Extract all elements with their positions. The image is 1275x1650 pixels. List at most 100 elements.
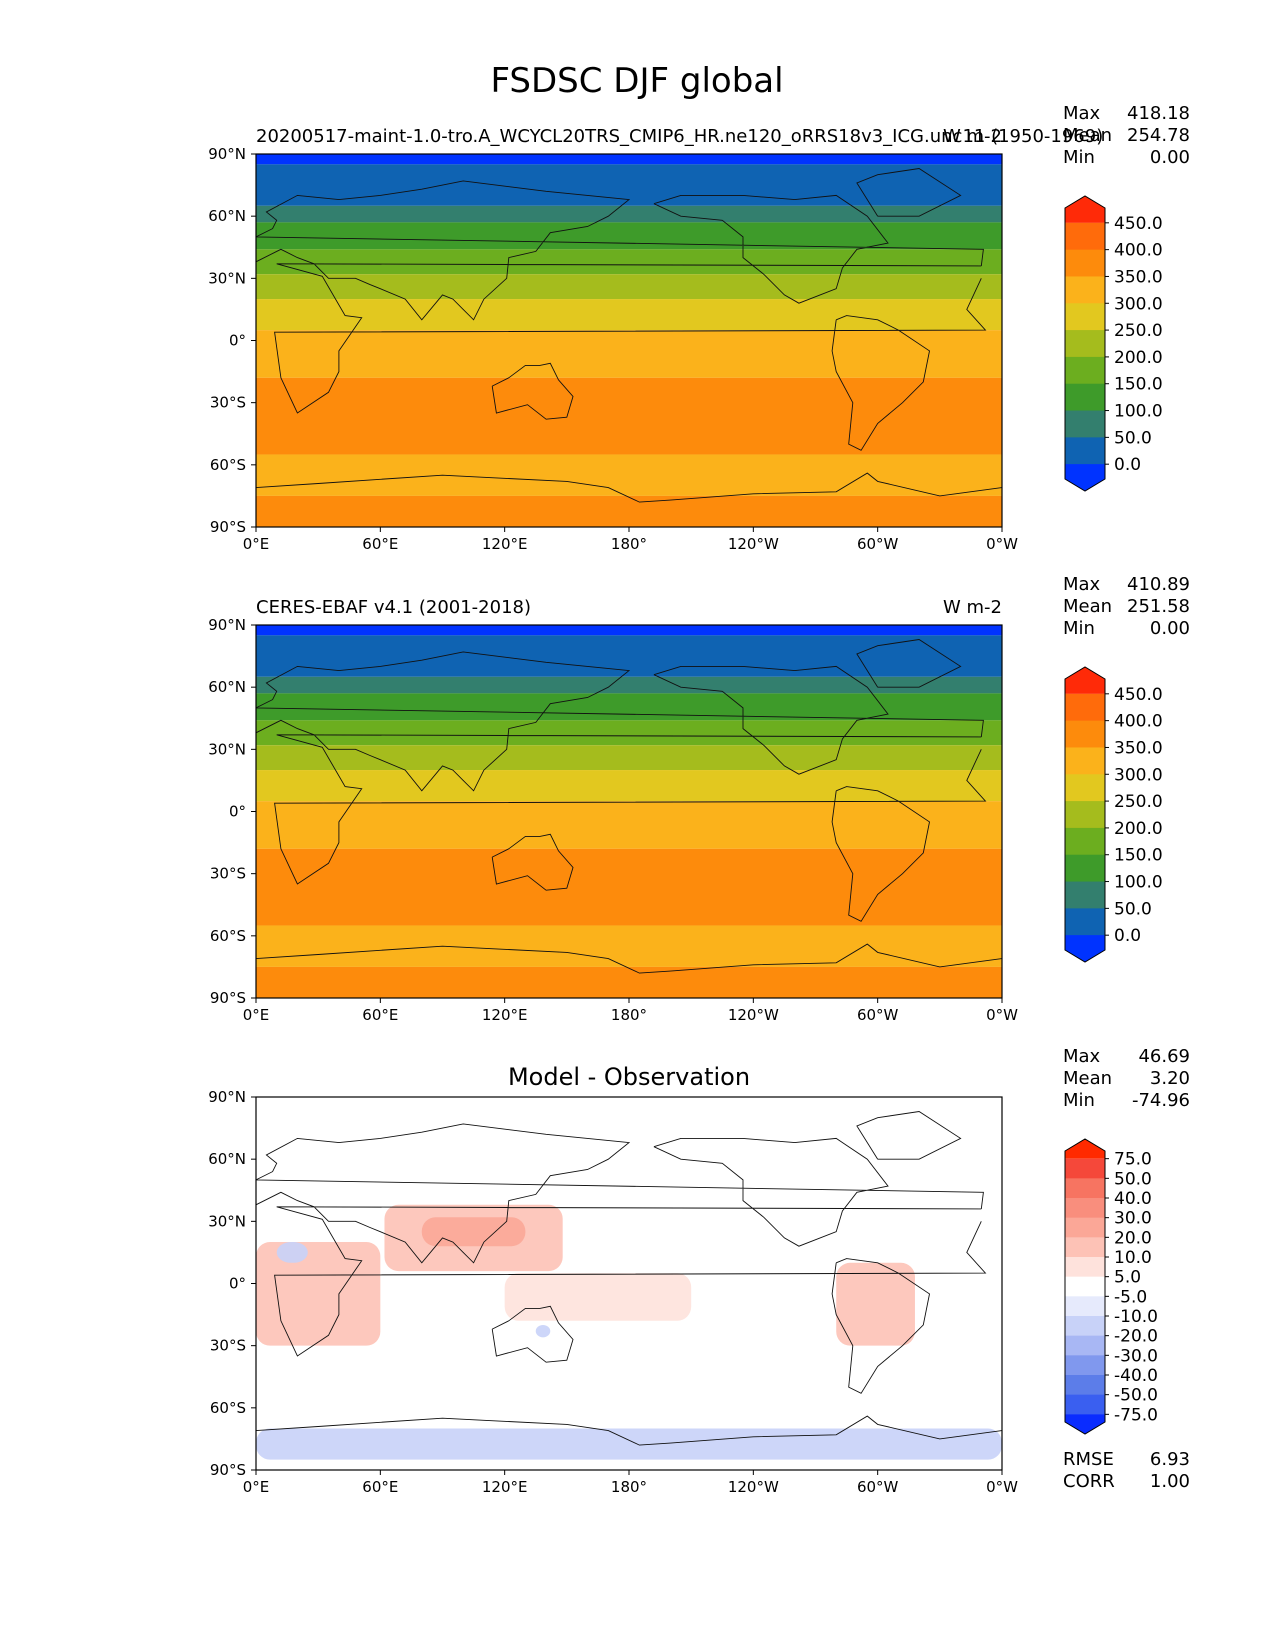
- x-tick-label: 120°E: [482, 535, 528, 553]
- contour-band: [256, 377, 1002, 455]
- y-tick-label: 60°N: [208, 1150, 246, 1168]
- colorbar-label: 50.0: [1114, 1169, 1152, 1189]
- contour-band: [256, 454, 1002, 496]
- contour-band: [256, 274, 1002, 300]
- stat-label-min: Min: [1063, 147, 1095, 168]
- y-tick-label: 90°S: [210, 989, 246, 1007]
- y-tick-label: 30°N: [208, 1212, 246, 1230]
- contour-band: [256, 249, 1002, 275]
- y-tick-label: 90°N: [208, 616, 246, 634]
- colorbar-extend-min: [1065, 935, 1105, 962]
- y-tick-label: 0°: [229, 332, 246, 350]
- stat-value-rmse: 6.93: [1150, 1449, 1190, 1470]
- x-tick-label: 0°W: [986, 535, 1018, 553]
- stat-label-mean: Mean: [1063, 596, 1112, 617]
- colorbar-label: 450.0: [1114, 214, 1163, 234]
- colorbar-label: -30.0: [1114, 1346, 1158, 1366]
- stat-label-max: Max: [1063, 103, 1101, 124]
- colorbar-segment: [1065, 1296, 1105, 1317]
- stat-value-max: 410.89: [1127, 574, 1190, 595]
- x-tick-label: 120°W: [728, 535, 779, 553]
- panel-title-left: 20200517-maint-1.0-tro.A_WCYCL20TRS_CMIP…: [256, 126, 1103, 147]
- colorbar-segment: [1065, 1257, 1105, 1278]
- figure-title: FSDSC DJF global: [490, 61, 783, 101]
- x-tick-label: 0°W: [986, 1478, 1018, 1496]
- colorbar-outline: [1064, 666, 1106, 963]
- anomaly-region: [256, 1428, 1002, 1460]
- x-tick-label: 120°E: [482, 1478, 528, 1496]
- colorbar-extend-max: [1065, 667, 1105, 694]
- colorbar-label: 0.0: [1114, 455, 1141, 475]
- colorbar-extend-max: [1065, 1139, 1105, 1159]
- colorbar-segment: [1065, 908, 1105, 936]
- colorbar-segment: [1065, 854, 1105, 883]
- colorbar-label: -5.0: [1114, 1287, 1147, 1307]
- contour-band: [256, 635, 1002, 677]
- x-tick-label: 60°W: [857, 535, 899, 553]
- panel-units: W m-2: [943, 126, 1002, 147]
- colorbar-extend-min: [1065, 1414, 1105, 1434]
- x-tick-label: 180°: [611, 1006, 647, 1024]
- colorbar-segment: [1065, 720, 1105, 748]
- colorbar-outline: [1064, 195, 1106, 492]
- colorbar-label: 200.0: [1114, 819, 1163, 839]
- colorbar-label: 50.0: [1114, 899, 1152, 919]
- contour-band: [256, 966, 1002, 998]
- colorbar-label: 450.0: [1114, 685, 1163, 705]
- colorbar-segment: [1065, 1237, 1105, 1258]
- anomaly-region: [535, 1324, 551, 1338]
- colorbar-label: 10.0: [1114, 1248, 1152, 1268]
- contour-band: [256, 693, 1002, 721]
- contour-band: [256, 495, 1002, 527]
- colorbar-label: 250.0: [1114, 321, 1163, 341]
- colorbar-segment: [1065, 276, 1105, 304]
- y-tick-label: 60°N: [208, 207, 246, 225]
- x-tick-label: 0°E: [243, 535, 270, 553]
- colorbar-segment: [1065, 1335, 1105, 1356]
- x-tick-label: 180°: [611, 1478, 647, 1496]
- contour-band: [256, 154, 1002, 165]
- y-tick-label: 30°N: [208, 269, 246, 287]
- map-area: [256, 625, 1002, 998]
- x-tick-label: 0°E: [243, 1478, 270, 1496]
- panel-title-left: CERES-EBAF v4.1 (2001-2018): [256, 597, 531, 618]
- colorbar-segment: [1065, 801, 1105, 829]
- panel-units: W m-2: [943, 597, 1002, 618]
- map-area: [256, 1097, 1002, 1470]
- map-area: [256, 154, 1002, 527]
- colorbar-segment: [1065, 303, 1105, 331]
- x-tick-label: 60°E: [362, 1006, 398, 1024]
- y-tick-label: 90°N: [208, 1088, 246, 1106]
- colorbar-segment: [1065, 693, 1105, 722]
- colorbar-segment: [1065, 1355, 1105, 1376]
- anomaly-region: [276, 1242, 308, 1263]
- colorbar-label: 100.0: [1114, 402, 1163, 422]
- colorbar-label: 250.0: [1114, 792, 1163, 812]
- y-tick-label: 90°S: [210, 1461, 246, 1479]
- colorbar-segment: [1065, 1375, 1105, 1396]
- y-tick-label: 60°S: [210, 1399, 246, 1417]
- colorbar-segment: [1065, 1217, 1105, 1238]
- contour-band: [256, 848, 1002, 926]
- colorbar-label: 350.0: [1114, 738, 1163, 758]
- contour-band: [256, 299, 1002, 331]
- x-tick-label: 0°W: [986, 1006, 1018, 1024]
- anomaly-region: [504, 1273, 692, 1321]
- contour-band: [256, 222, 1002, 250]
- panel-diff: 0°E 60°E 120°E 180° 120°W 60°W 0°W 90°N 60°N 30°N…: [208, 1046, 1190, 1496]
- x-tick-label: 180°: [611, 535, 647, 553]
- y-tick-label: 0°: [229, 1275, 246, 1293]
- colorbar-label: 300.0: [1114, 765, 1163, 785]
- colorbar-label: 20.0: [1114, 1228, 1152, 1248]
- stat-label-rmse: RMSE: [1063, 1449, 1114, 1470]
- colorbar-segment: [1065, 747, 1105, 775]
- colorbar-segment: [1065, 827, 1105, 856]
- coastline: [256, 1111, 1002, 1446]
- stat-value-corr: 1.00: [1150, 1471, 1190, 1492]
- x-tick-label: 120°E: [482, 1006, 528, 1024]
- contour-band: [256, 720, 1002, 746]
- colorbar-label: -50.0: [1114, 1386, 1158, 1406]
- x-tick-label: 0°E: [243, 1006, 270, 1024]
- contour-band: [256, 801, 1002, 849]
